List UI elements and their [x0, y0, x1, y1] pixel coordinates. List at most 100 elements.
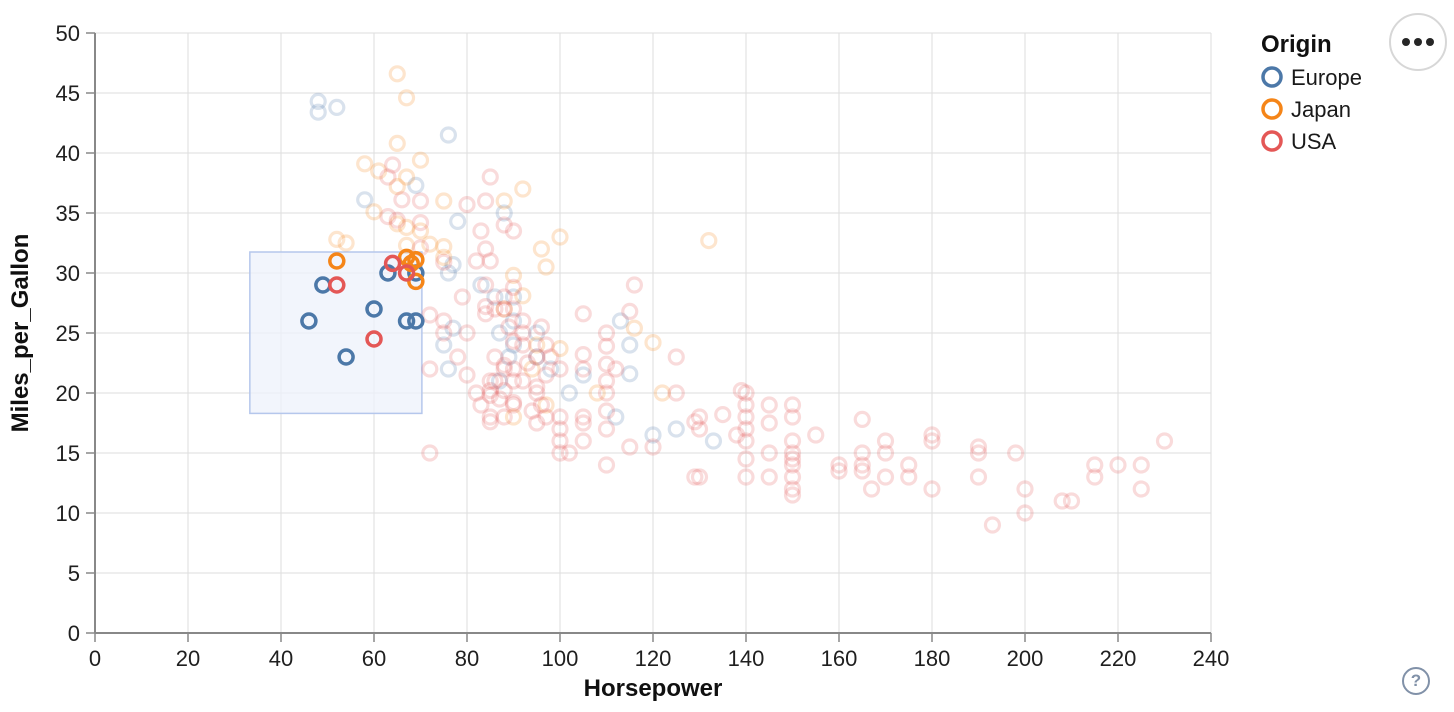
data-point-usa-unselected	[760, 396, 778, 414]
data-point-usa-unselected	[379, 168, 397, 186]
data-point-usa-unselected	[532, 318, 551, 336]
data-point-usa-unselected	[500, 318, 518, 336]
x-tick-label: 20	[176, 646, 200, 671]
y-axis-title: Miles_per_Gallon	[7, 234, 34, 433]
data-point-usa-unselected	[1007, 444, 1025, 462]
data-point-usa-selected	[328, 276, 346, 294]
more-options-button[interactable]	[1389, 13, 1447, 71]
data-point-usa-unselected	[760, 444, 778, 462]
data-point-europe-unselected	[542, 360, 560, 378]
data-point-usa-unselected	[969, 444, 988, 462]
data-point-europe-unselected	[439, 360, 457, 378]
data-point-usa-unselected	[490, 390, 509, 408]
data-point-usa-unselected	[783, 486, 802, 504]
x-tick-label: 180	[914, 646, 951, 671]
legend: Origin Europe Japan USA	[1261, 31, 1362, 154]
legend-symbol-europe	[1261, 66, 1283, 88]
y-tick-label: 15	[56, 441, 80, 466]
data-point-usa-unselected	[551, 360, 569, 378]
data-point-europe-unselected	[449, 212, 467, 230]
data-point-europe-unselected	[490, 372, 509, 390]
y-tick-label: 45	[56, 81, 80, 106]
data-point-usa-unselected	[574, 360, 592, 378]
data-point-usa-unselected	[472, 222, 490, 240]
data-point-usa-unselected	[551, 408, 569, 426]
data-point-japan-unselected	[356, 155, 374, 173]
data-point-usa-unselected	[923, 432, 941, 450]
data-point-europe-unselected	[439, 126, 457, 144]
data-point-usa-unselected	[969, 438, 988, 456]
data-point-europe-unselected	[439, 264, 457, 282]
y-tick-label: 30	[56, 261, 80, 286]
data-point-japan-selected	[328, 252, 346, 270]
data-point-usa-unselected	[876, 444, 895, 462]
data-point-japan-unselected	[495, 192, 513, 210]
data-point-europe-unselected	[407, 176, 425, 194]
data-point-japan-unselected	[397, 218, 416, 236]
data-point-usa-unselected	[504, 372, 523, 390]
data-point-usa-selected	[365, 330, 383, 348]
data-point-usa-unselected	[542, 348, 560, 366]
data-point-usa-unselected	[1053, 492, 1071, 510]
data-point-usa-unselected	[597, 337, 616, 355]
data-point-usa-unselected	[621, 438, 639, 456]
data-points	[300, 65, 1174, 534]
data-point-japan-unselected	[370, 162, 388, 180]
data-point-usa-unselected	[481, 413, 499, 431]
data-point-europe-selected	[300, 312, 318, 330]
data-point-usa-unselected	[983, 516, 1002, 534]
legend-symbol-japan	[1261, 98, 1283, 120]
data-point-usa-unselected	[504, 222, 523, 240]
data-point-usa-unselected	[411, 214, 430, 232]
data-point-japan-unselected	[495, 300, 513, 318]
y-tick-label: 50	[56, 21, 80, 46]
data-point-usa-unselected	[1016, 480, 1034, 498]
data-point-usa-unselected	[737, 420, 755, 438]
data-point-japan-unselected	[388, 134, 406, 152]
x-tick-label: 140	[728, 646, 765, 671]
data-point-usa-unselected	[1016, 504, 1034, 522]
data-point-usa-unselected	[1155, 432, 1174, 450]
data-point-usa-unselected	[504, 332, 523, 350]
data-point-usa-unselected	[495, 360, 513, 378]
y-tick-label: 25	[56, 321, 80, 346]
data-point-usa-unselected	[481, 252, 499, 270]
x-tick-label: 100	[542, 646, 579, 671]
data-point-usa-unselected	[458, 324, 476, 342]
data-point-europe-unselected	[504, 336, 523, 354]
data-point-usa-unselected	[435, 312, 453, 330]
data-point-japan-unselected	[411, 151, 430, 169]
data-point-europe-selected	[365, 300, 383, 318]
data-point-usa-unselected	[807, 426, 825, 444]
data-point-usa-unselected	[853, 410, 871, 428]
data-point-europe-unselected	[504, 312, 523, 330]
data-point-japan-unselected	[551, 340, 569, 358]
x-tick-label: 60	[362, 646, 386, 671]
data-point-europe-unselected	[486, 288, 504, 306]
data-point-europe-unselected	[621, 365, 639, 383]
data-point-usa-unselected	[453, 288, 471, 306]
x-tick-label: 120	[635, 646, 672, 671]
data-point-japan-unselected	[644, 334, 662, 352]
data-point-usa-unselected	[783, 396, 802, 414]
ellipsis-dot	[1426, 38, 1434, 46]
data-point-usa-unselected	[537, 408, 555, 426]
data-point-europe-unselected	[309, 103, 327, 121]
data-point-japan-unselected	[411, 222, 430, 240]
data-point-usa-unselected	[853, 444, 871, 462]
x-tick-label: 240	[1193, 646, 1230, 671]
data-point-usa-unselected	[421, 444, 439, 462]
help-icon[interactable]: ?	[1402, 667, 1430, 695]
data-point-usa-unselected	[421, 306, 439, 324]
ellipsis-dot	[1402, 38, 1410, 46]
data-point-usa-unselected	[621, 302, 639, 320]
data-point-usa-unselected	[760, 414, 778, 432]
data-point-usa-unselected	[379, 208, 397, 226]
ellipsis-dot	[1414, 38, 1422, 46]
data-point-usa-unselected	[737, 384, 755, 402]
data-point-usa-unselected	[532, 396, 551, 414]
data-point-europe-unselected	[560, 384, 578, 402]
data-point-usa-unselected	[690, 420, 709, 438]
data-point-usa-unselected	[477, 240, 495, 258]
data-point-usa-unselected	[783, 444, 802, 462]
